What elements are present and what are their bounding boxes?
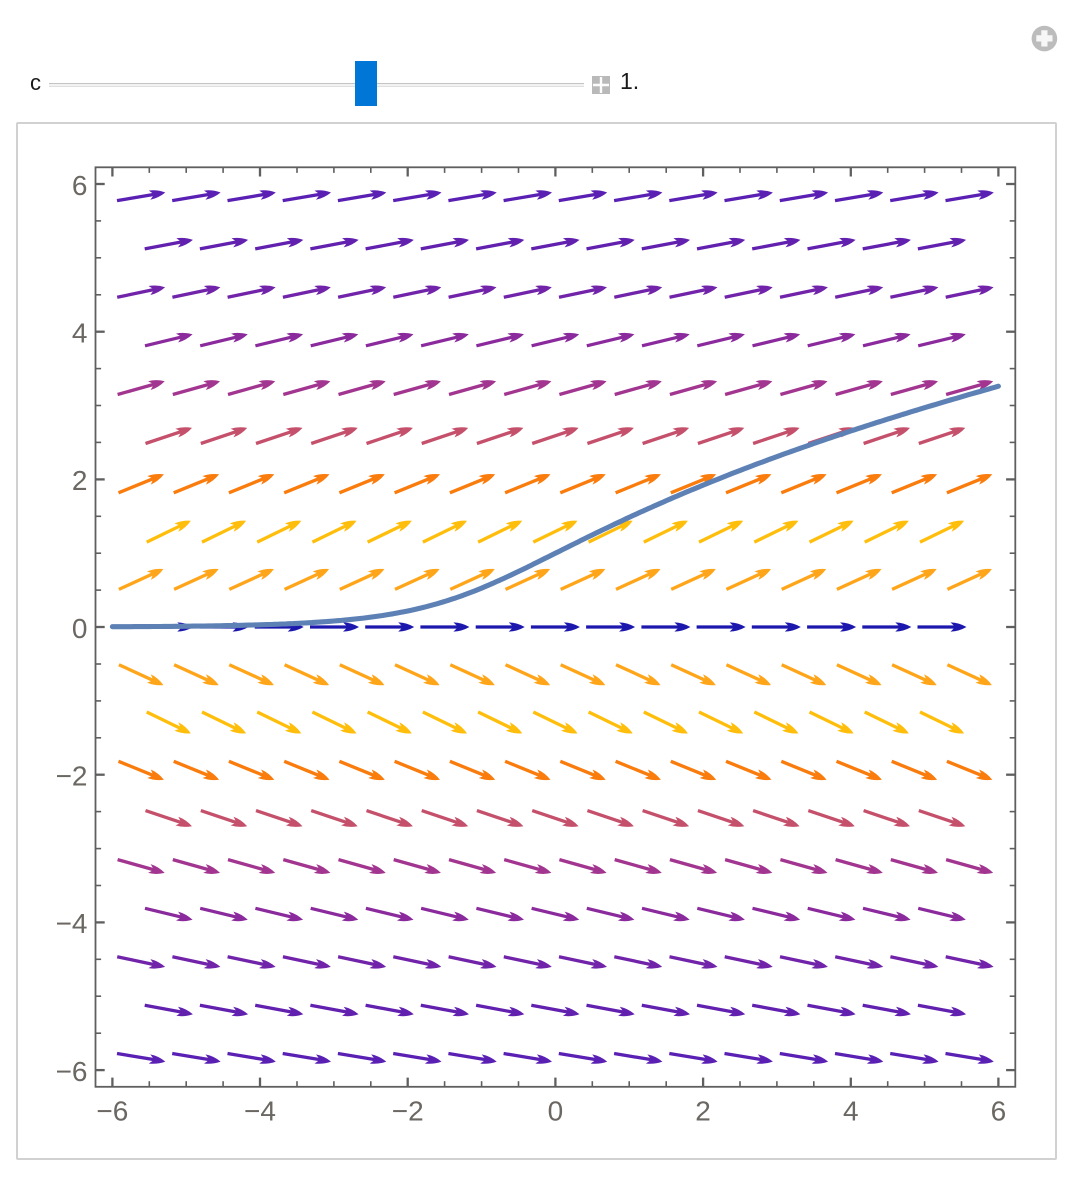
svg-text:−6: −6 — [96, 1096, 128, 1127]
svg-text:−6: −6 — [56, 1056, 88, 1087]
svg-text:4: 4 — [843, 1096, 859, 1127]
svg-text:0: 0 — [72, 613, 88, 644]
svg-text:6: 6 — [72, 170, 88, 201]
svg-text:−2: −2 — [392, 1096, 424, 1127]
svg-text:4: 4 — [72, 318, 88, 349]
svg-text:2: 2 — [695, 1096, 711, 1127]
svg-text:−4: −4 — [244, 1096, 276, 1127]
svg-text:−4: −4 — [56, 908, 88, 939]
svg-text:2: 2 — [72, 465, 88, 496]
svg-text:0: 0 — [548, 1096, 564, 1127]
svg-text:6: 6 — [991, 1096, 1007, 1127]
svg-text:−2: −2 — [56, 761, 88, 792]
